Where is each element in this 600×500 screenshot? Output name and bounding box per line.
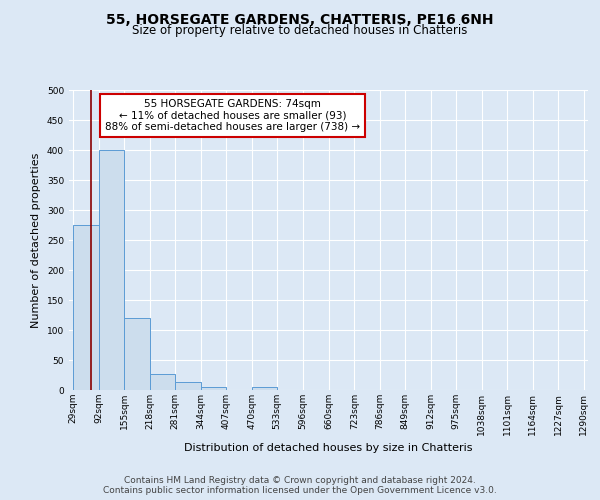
- Text: Size of property relative to detached houses in Chatteris: Size of property relative to detached ho…: [133, 24, 467, 37]
- Bar: [124, 318, 149, 390]
- Text: Contains HM Land Registry data © Crown copyright and database right 2024.: Contains HM Land Registry data © Crown c…: [124, 476, 476, 485]
- Bar: [175, 382, 200, 390]
- Bar: [200, 387, 226, 390]
- Y-axis label: Number of detached properties: Number of detached properties: [31, 152, 41, 328]
- Bar: [73, 225, 98, 390]
- Bar: [149, 374, 175, 390]
- Bar: [98, 150, 124, 390]
- Text: 55, HORSEGATE GARDENS, CHATTERIS, PE16 6NH: 55, HORSEGATE GARDENS, CHATTERIS, PE16 6…: [106, 12, 494, 26]
- Text: Contains public sector information licensed under the Open Government Licence v3: Contains public sector information licen…: [103, 486, 497, 495]
- X-axis label: Distribution of detached houses by size in Chatteris: Distribution of detached houses by size …: [184, 443, 473, 453]
- Text: 55 HORSEGATE GARDENS: 74sqm
← 11% of detached houses are smaller (93)
88% of sem: 55 HORSEGATE GARDENS: 74sqm ← 11% of det…: [105, 99, 360, 132]
- Bar: [252, 387, 277, 390]
